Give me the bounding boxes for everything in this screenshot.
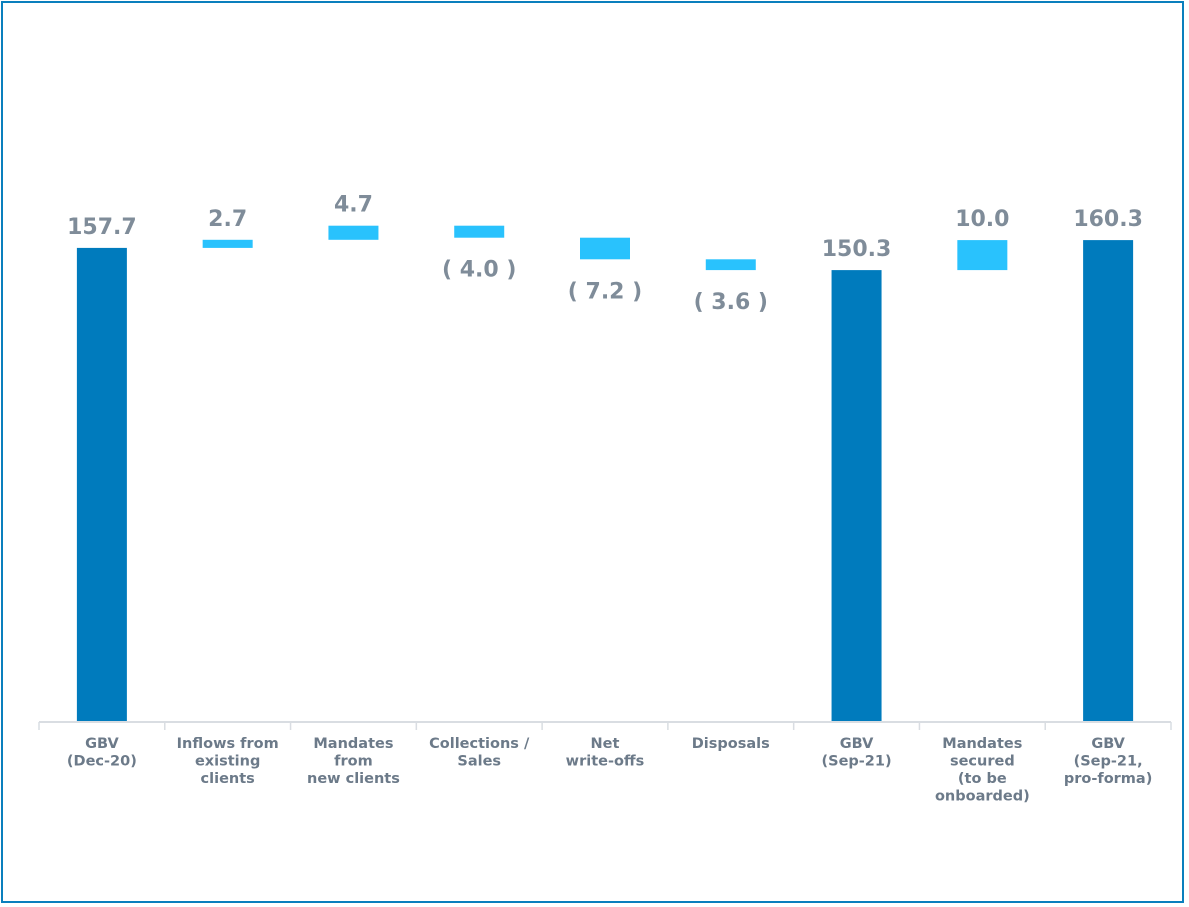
data-label-3: 4.7 <box>334 193 373 218</box>
data-label-7: 150.3 <box>822 237 892 262</box>
bar-4 <box>454 225 505 238</box>
x-tick-label-9: GBV (Sep-21, pro-forma) <box>1064 736 1152 787</box>
x-tick-label-3: Mandates from new clients <box>307 736 400 787</box>
x-tick-label-1: GBV (Dec-20) <box>67 736 137 770</box>
bar-6 <box>705 259 756 271</box>
data-label-9: 160.3 <box>1073 207 1143 232</box>
x-tick-label-4: Collections / Sales <box>429 736 530 770</box>
x-tick-label-8: Mandates secured (to be onboarded) <box>935 736 1030 805</box>
bar-1 <box>76 247 127 721</box>
data-label-8: 10.0 <box>955 207 1009 232</box>
bar-8 <box>957 240 1008 271</box>
x-tick-label-2: Inflows from existing clients <box>177 736 279 787</box>
data-label-5: ( 7.2 ) <box>568 279 642 304</box>
bar-7 <box>831 270 882 721</box>
x-tick-label-5: Net write-offs <box>566 736 645 770</box>
waterfall-chart: 157.7 GBV (Dec-20) 2.7 Inflows from existing c… <box>38 193 1172 805</box>
bar-9 <box>1083 240 1134 721</box>
data-label-1: 157.7 <box>67 215 137 240</box>
data-label-4: ( 4.0 ) <box>442 258 516 283</box>
x-tick-label-7: GBV (Sep-21) <box>822 736 892 770</box>
bar-5 <box>580 237 630 260</box>
bar-2 <box>202 239 253 248</box>
data-label-6: ( 3.6 ) <box>694 290 768 315</box>
data-label-2: 2.7 <box>208 207 247 232</box>
bar-3 <box>328 225 379 240</box>
x-tick-label-6: Disposals <box>692 736 770 752</box>
